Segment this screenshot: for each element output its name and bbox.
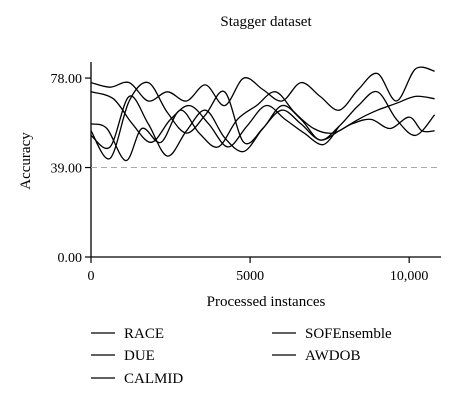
- series-line-awdob: [90, 66, 435, 111]
- y-tick-label: 0.00: [58, 251, 83, 266]
- x-tick-label: 0: [88, 269, 95, 284]
- x-axis-label: Processed instances: [207, 294, 326, 310]
- axis-ticks: 0.00 39.00 78.00 0 5000 10,000: [51, 72, 429, 284]
- legend-label: SOFEnsemble: [305, 326, 392, 342]
- legend: RACE DUE CALMID SOFEnsemble AWDOB: [91, 326, 392, 387]
- legend-label: CALMID: [124, 371, 183, 387]
- x-tick-label: 10,000: [390, 269, 429, 284]
- series-line-sofensemble: [90, 81, 436, 160]
- x-tick-label: 5000: [236, 269, 264, 284]
- series-line-race: [90, 91, 340, 148]
- y-tick-label: 78.00: [51, 72, 83, 87]
- chart-title: Stagger dataset: [220, 14, 312, 30]
- series-line-due: [90, 91, 435, 162]
- legend-label: DUE: [124, 348, 155, 364]
- y-tick-label: 39.00: [51, 162, 83, 177]
- legend-label: RACE: [124, 326, 164, 342]
- series-lines: [90, 66, 436, 162]
- y-axis-label: Accuracy: [18, 132, 34, 190]
- legend-label: AWDOB: [305, 348, 360, 364]
